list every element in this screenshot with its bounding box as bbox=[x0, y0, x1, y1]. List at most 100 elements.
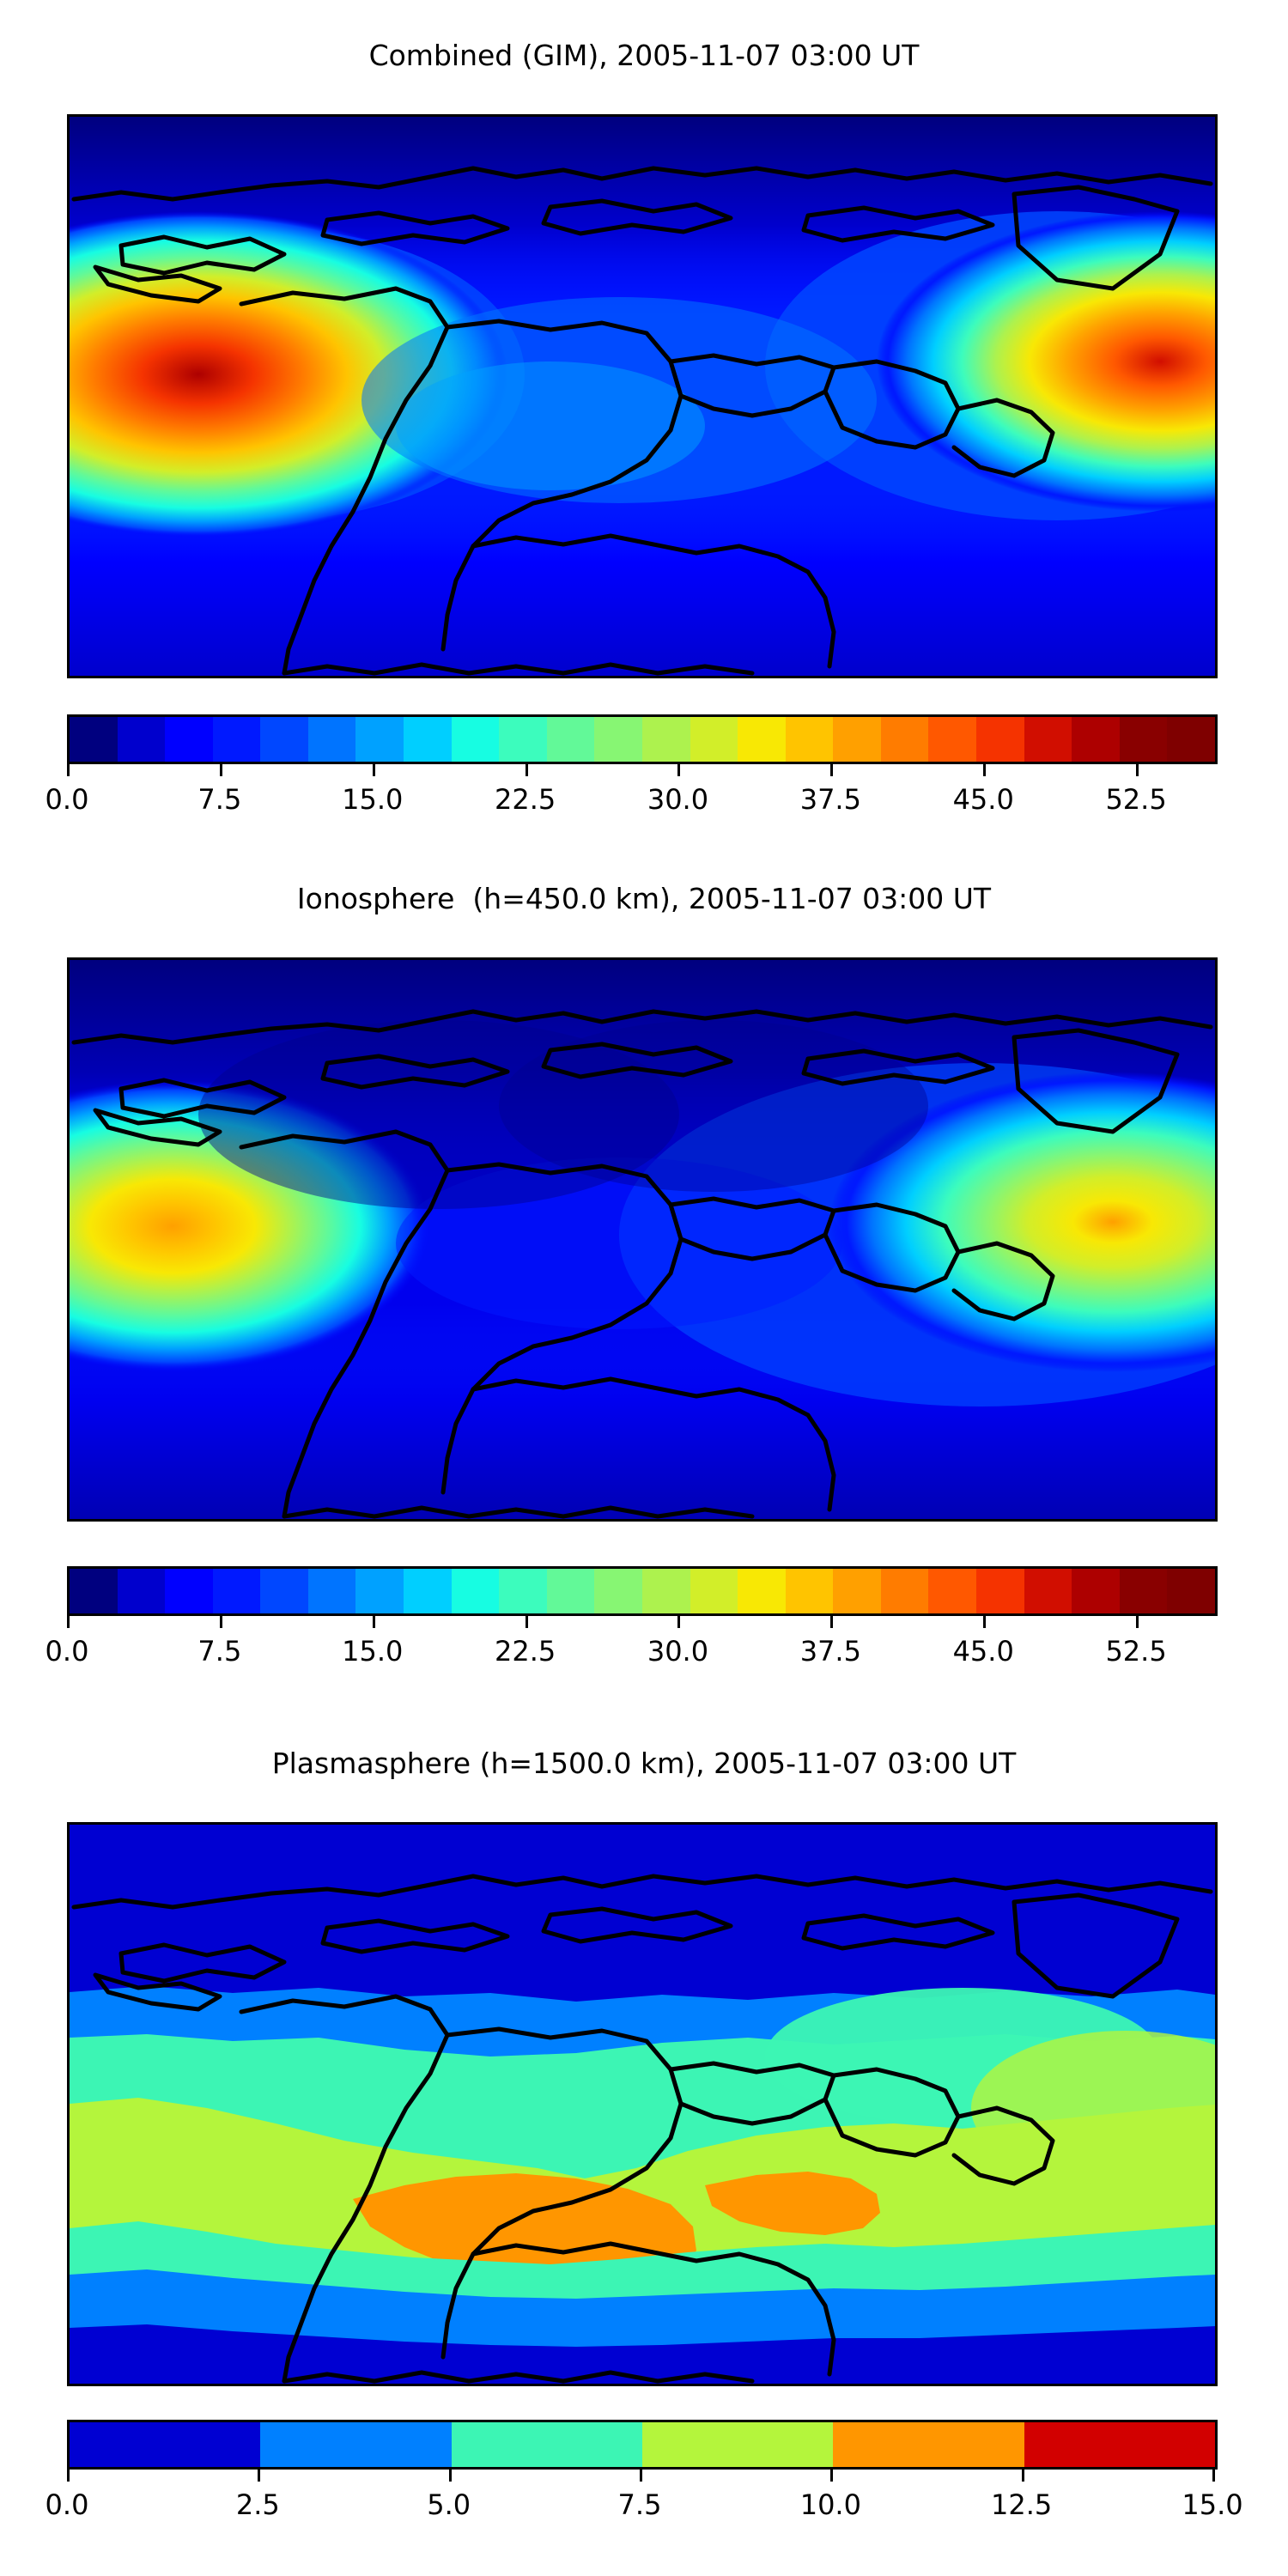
colorbar-tick-label: 52.5 bbox=[1105, 783, 1167, 816]
colorbar-band bbox=[499, 717, 547, 762]
colorbar-tick-label: 15.0 bbox=[1182, 2488, 1243, 2521]
colorbar-tick bbox=[1021, 2470, 1024, 2482]
colorbar-band bbox=[546, 1569, 595, 1613]
colorbar-band bbox=[212, 1569, 261, 1613]
map-canvas-combined-gim bbox=[70, 117, 1215, 676]
colorbar-band bbox=[451, 2422, 642, 2467]
panel-title-combined-gim: Combined (GIM), 2005-11-07 03:00 UT bbox=[368, 39, 920, 72]
colorbar-band bbox=[641, 1569, 690, 1613]
colorbar-band bbox=[260, 1569, 308, 1613]
map-combined-gim bbox=[67, 114, 1218, 678]
colorbar-tick bbox=[525, 764, 528, 776]
map-ionosphere bbox=[67, 957, 1218, 1522]
colorbar-tick bbox=[640, 2470, 642, 2482]
colorbar-tick bbox=[67, 2470, 70, 2482]
colorbar-band bbox=[641, 2422, 834, 2467]
colorbar-tick bbox=[1136, 1616, 1139, 1628]
colorbar-band bbox=[975, 1569, 1024, 1613]
colorbar-band bbox=[880, 717, 929, 762]
colorbar-band bbox=[451, 1569, 500, 1613]
colorbar-combined bbox=[67, 714, 1218, 764]
colorbar-labels-combined: 0.0 7.5 15.0 22.5 30.0 37.5 45.0 52.5 bbox=[0, 783, 1288, 817]
colorbar-tick-label: 12.5 bbox=[991, 2488, 1053, 2521]
colorbar-band bbox=[260, 717, 308, 762]
colorbar-ionosphere bbox=[67, 1566, 1218, 1616]
colorbar-tick-label: 52.5 bbox=[1105, 1635, 1167, 1668]
colorbar-band bbox=[499, 1569, 547, 1613]
colorbar-band bbox=[117, 717, 166, 762]
colorbar-band bbox=[1119, 717, 1168, 762]
colorbar-band bbox=[70, 717, 118, 762]
colorbar-tick bbox=[448, 2470, 452, 2482]
colorbar-band bbox=[833, 2422, 1024, 2467]
map-canvas-plasmasphere bbox=[70, 1825, 1215, 2384]
colorbar-tick bbox=[219, 1616, 222, 1628]
colorbar-band bbox=[738, 717, 786, 762]
colorbar-tick-label: 0.0 bbox=[45, 783, 89, 816]
colorbar-tick bbox=[258, 2470, 261, 2482]
colorbar-tick-label: 22.5 bbox=[494, 783, 556, 816]
colorbar-band bbox=[307, 1569, 356, 1613]
colorbar-band bbox=[117, 1569, 166, 1613]
colorbar-labels-plasmasphere: 0.0 2.5 5.0 7.5 10.0 12.5 15.0 bbox=[0, 2488, 1288, 2523]
colorbar-band bbox=[880, 1569, 929, 1613]
colorbar-tick-label: 37.5 bbox=[799, 783, 861, 816]
colorbar-tick-label: 0.0 bbox=[45, 1635, 89, 1668]
colorbar-tick bbox=[67, 764, 70, 776]
colorbar-tick bbox=[1136, 764, 1139, 776]
colorbar-band bbox=[70, 2422, 261, 2467]
colorbar-band bbox=[690, 717, 738, 762]
colorbar-band bbox=[833, 717, 881, 762]
panel-title-ionosphere: Ionosphere (h=450.0 km), 2005-11-07 03:0… bbox=[296, 882, 992, 915]
colorbar-ticks-ionosphere bbox=[67, 1616, 1218, 1628]
colorbar-plasmasphere bbox=[67, 2420, 1218, 2470]
colorbar-band bbox=[546, 717, 595, 762]
colorbar-ticks-combined bbox=[67, 764, 1218, 776]
colorbar-tick bbox=[830, 2470, 834, 2482]
colorbar-band bbox=[690, 1569, 738, 1613]
colorbar-band bbox=[355, 717, 404, 762]
colorbar-band bbox=[260, 2422, 452, 2467]
colorbar-band bbox=[165, 1569, 213, 1613]
panel-title-plasmasphere: Plasmasphere (h=1500.0 km), 2005-11-07 0… bbox=[271, 1747, 1017, 1780]
colorbar-tick bbox=[983, 1616, 987, 1628]
colorbar-band bbox=[928, 1569, 976, 1613]
colorbar-tick bbox=[372, 1616, 375, 1628]
colorbar-tick bbox=[677, 1616, 681, 1628]
colorbar-band bbox=[1167, 717, 1215, 762]
colorbar-tick bbox=[219, 764, 222, 776]
colorbar-band bbox=[1072, 717, 1120, 762]
colorbar-band bbox=[404, 1569, 452, 1613]
map-canvas-ionosphere bbox=[70, 960, 1215, 1519]
colorbar-tick bbox=[983, 764, 987, 776]
colorbar-band bbox=[833, 1569, 881, 1613]
colorbar-ticks-plasmasphere bbox=[67, 2470, 1218, 2482]
colorbar-band bbox=[594, 717, 642, 762]
colorbar-tick-label: 7.5 bbox=[197, 783, 242, 816]
colorbar-tick-label: 7.5 bbox=[197, 1635, 242, 1668]
colorbar-band bbox=[641, 717, 690, 762]
colorbar-tick-label: 15.0 bbox=[342, 783, 404, 816]
colorbar-band bbox=[212, 717, 261, 762]
colorbar-band bbox=[975, 717, 1024, 762]
colorbar-tick bbox=[830, 1616, 834, 1628]
colorbar-tick-label: 0.0 bbox=[45, 2488, 89, 2521]
colorbar-band bbox=[165, 717, 213, 762]
colorbar-tick-label: 30.0 bbox=[647, 783, 709, 816]
colorbar-band bbox=[1024, 1569, 1072, 1613]
colorbar-tick-label: 15.0 bbox=[342, 1635, 404, 1668]
colorbar-tick-label: 10.0 bbox=[799, 2488, 861, 2521]
colorbar-band bbox=[1167, 1569, 1215, 1613]
colorbar-band bbox=[594, 1569, 642, 1613]
colorbar-tick-label: 2.5 bbox=[235, 2488, 280, 2521]
colorbar-tick bbox=[1212, 2470, 1215, 2482]
map-plasmasphere bbox=[67, 1822, 1218, 2386]
colorbar-band bbox=[1024, 717, 1072, 762]
colorbar-tick-label: 45.0 bbox=[952, 783, 1014, 816]
colorbar-band bbox=[785, 1569, 834, 1613]
colorbar-band bbox=[928, 717, 976, 762]
colorbar-tick-label: 5.0 bbox=[427, 2488, 471, 2521]
colorbar-band bbox=[355, 1569, 404, 1613]
colorbar-tick-label: 22.5 bbox=[494, 1635, 556, 1668]
